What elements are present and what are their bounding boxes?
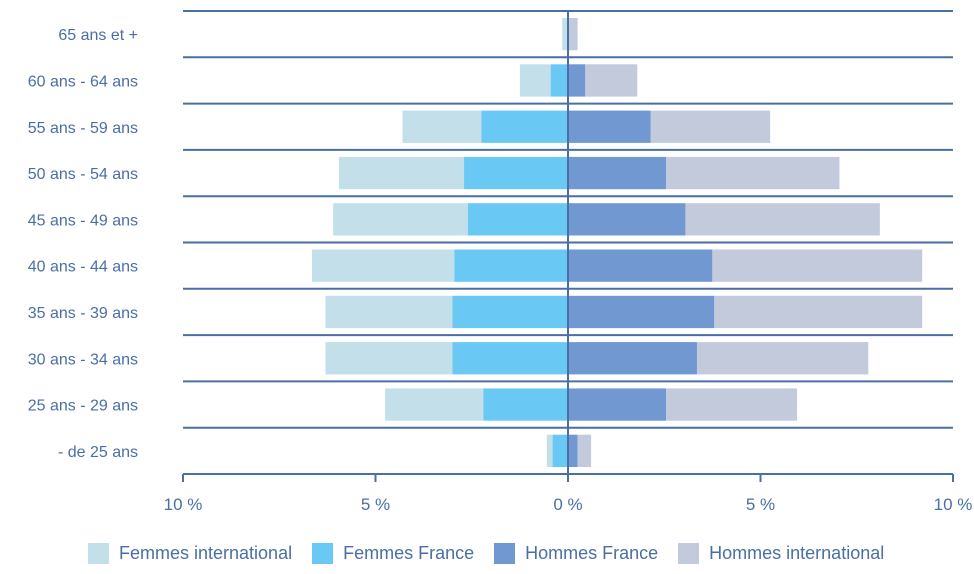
bar-femmes-international xyxy=(402,111,481,143)
bar-femmes-france xyxy=(464,157,568,189)
bar-hommes-international xyxy=(666,157,839,189)
legend-item: Hommes France xyxy=(494,543,658,564)
x-tick-label: 5 % xyxy=(746,495,775,514)
bar-hommes-france xyxy=(568,64,585,96)
legend: Femmes international Femmes France Homme… xyxy=(88,543,904,564)
bar-hommes-france xyxy=(568,203,685,235)
x-tick-label: 5 % xyxy=(361,495,390,514)
bar-hommes-international xyxy=(568,18,578,50)
category-label: 35 ans - 39 ans xyxy=(28,305,138,322)
legend-swatch xyxy=(88,543,109,564)
bar-hommes-france xyxy=(568,435,578,467)
bar-hommes-international xyxy=(697,342,868,374)
bar-hommes-international xyxy=(714,296,922,328)
legend-label: Hommes international xyxy=(709,543,884,564)
category-label: - de 25 ans xyxy=(58,444,138,461)
bar-femmes-international xyxy=(547,435,553,467)
bar-femmes-international xyxy=(325,296,452,328)
bar-hommes-international xyxy=(651,111,770,143)
bar-femmes-france xyxy=(453,342,569,374)
x-tick-label: 0 % xyxy=(553,495,582,514)
bar-hommes-international xyxy=(685,203,879,235)
bar-femmes-france xyxy=(553,435,568,467)
bar-hommes-france xyxy=(568,250,712,282)
category-label: 55 ans - 59 ans xyxy=(28,120,138,137)
bar-femmes-france xyxy=(453,296,569,328)
legend-swatch xyxy=(494,543,515,564)
legend-item: Femmes international xyxy=(88,543,292,564)
bar-femmes-international xyxy=(333,203,468,235)
category-label: 30 ans - 34 ans xyxy=(28,351,138,368)
category-label: 25 ans - 29 ans xyxy=(28,398,138,415)
bar-hommes-international xyxy=(578,435,591,467)
bar-femmes-france xyxy=(468,203,568,235)
x-tick-label: 10 % xyxy=(164,495,203,514)
category-label: 50 ans - 54 ans xyxy=(28,166,138,183)
legend-swatch xyxy=(312,543,333,564)
bar-femmes-international xyxy=(325,342,452,374)
category-label: 65 ans et + xyxy=(58,27,138,44)
bar-femmes-international xyxy=(520,64,551,96)
bar-femmes-france xyxy=(454,250,568,282)
bar-femmes-international xyxy=(385,388,483,420)
category-label: 40 ans - 44 ans xyxy=(28,259,138,276)
bar-hommes-france xyxy=(568,157,666,189)
bar-hommes-france xyxy=(568,111,651,143)
bar-femmes-france xyxy=(551,64,568,96)
legend-item: Femmes France xyxy=(312,543,474,564)
bar-femmes-international xyxy=(312,250,454,282)
legend-label: Femmes international xyxy=(119,543,292,564)
legend-label: Hommes France xyxy=(525,543,658,564)
x-tick-label: 10 % xyxy=(934,495,973,514)
category-label: 45 ans - 49 ans xyxy=(28,212,138,229)
bar-hommes-international xyxy=(585,64,637,96)
category-label: 60 ans - 64 ans xyxy=(28,73,138,90)
bar-hommes-international xyxy=(666,388,797,420)
bar-hommes-france xyxy=(568,388,666,420)
legend-item: Hommes international xyxy=(678,543,884,564)
bar-femmes-france xyxy=(483,388,568,420)
legend-swatch xyxy=(678,543,699,564)
bar-femmes-international xyxy=(339,157,464,189)
bar-hommes-international xyxy=(712,250,922,282)
bar-femmes-france xyxy=(481,111,568,143)
bar-hommes-france xyxy=(568,296,714,328)
legend-label: Femmes France xyxy=(343,543,474,564)
bar-hommes-france xyxy=(568,342,697,374)
